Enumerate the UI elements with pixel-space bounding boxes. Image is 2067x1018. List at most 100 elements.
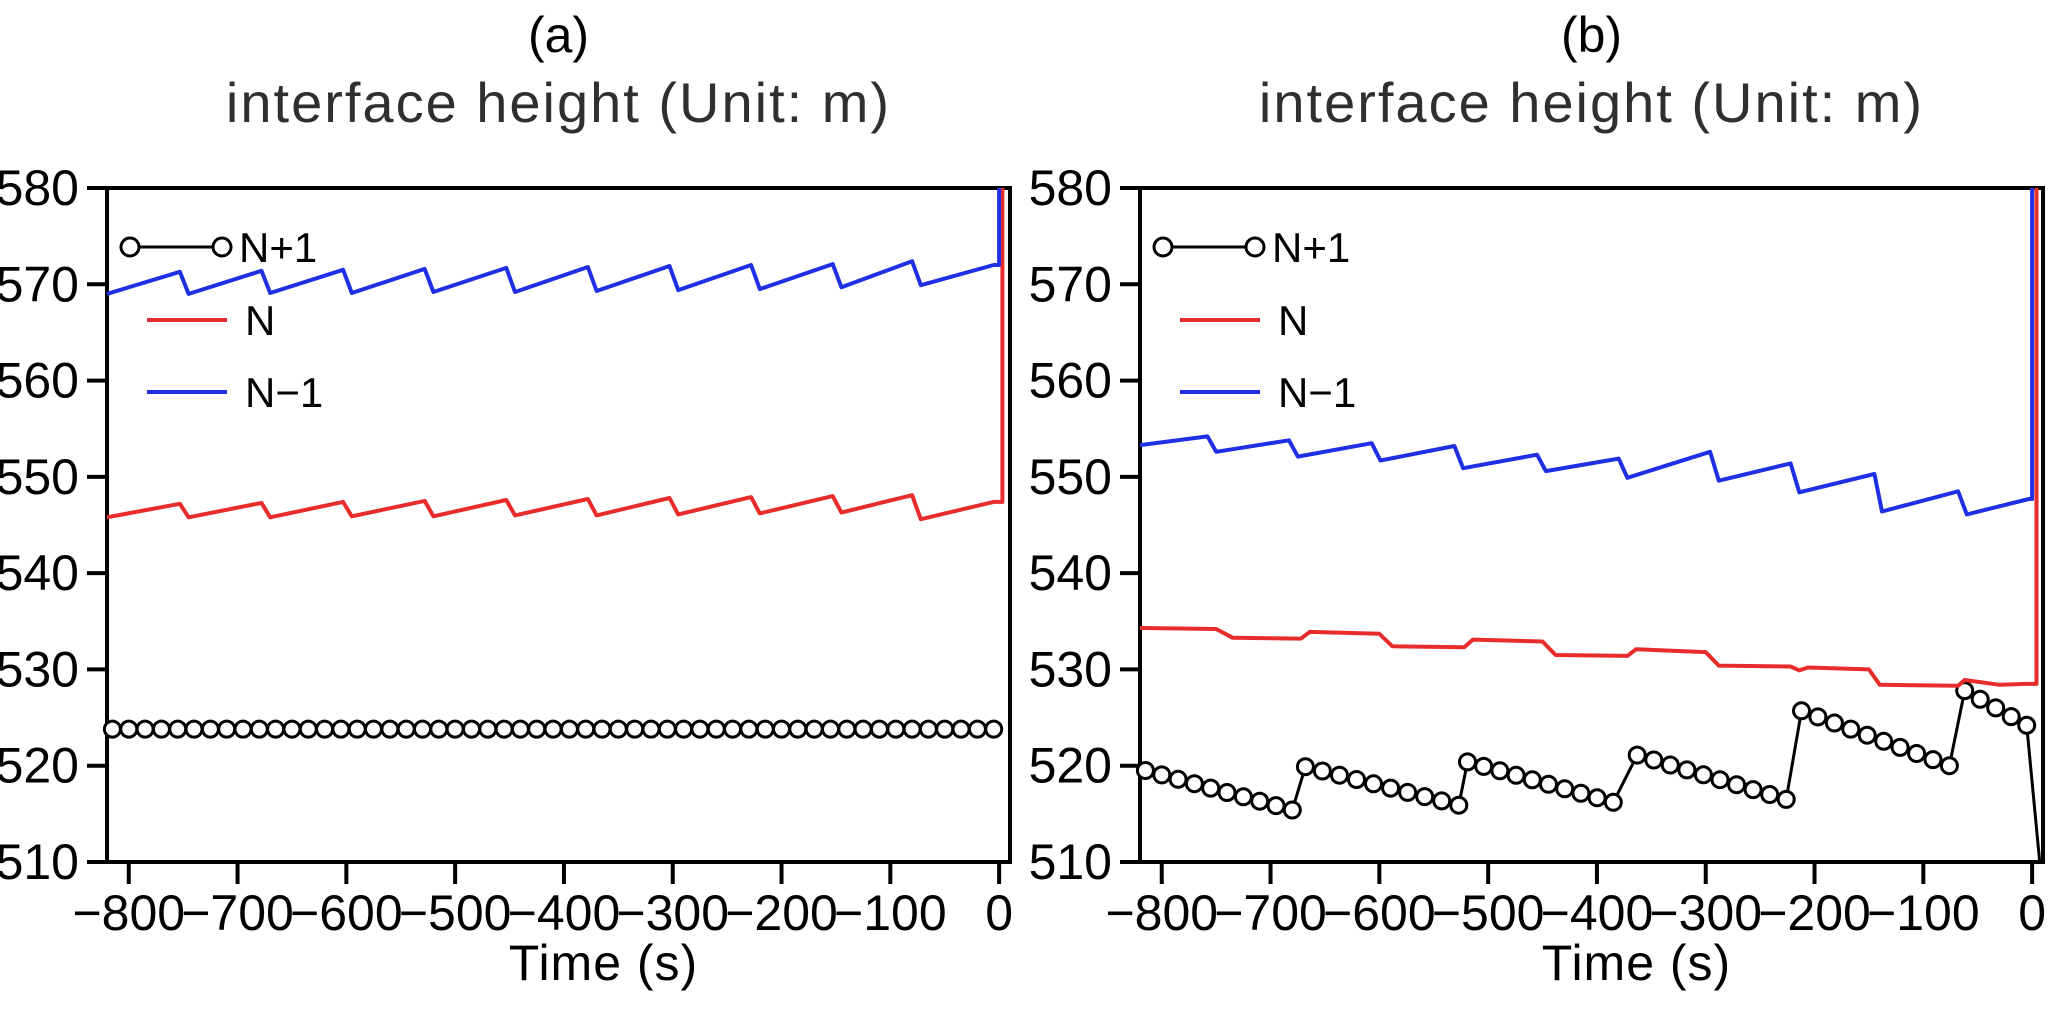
y-tick-label: 570 bbox=[1029, 256, 1112, 312]
series-n-plus-1-marker bbox=[429, 719, 449, 739]
series-n-plus-1-marker bbox=[1184, 774, 1204, 794]
series-n-plus-1-marker bbox=[1841, 719, 1861, 739]
legend-item-n: N bbox=[147, 297, 275, 344]
legend-label: N bbox=[1278, 297, 1308, 344]
x-tick-label: −100 bbox=[1867, 885, 1980, 941]
plot-frame bbox=[105, 186, 1012, 864]
x-tick-label: −200 bbox=[1758, 885, 1871, 941]
panel-a: (a) interface height (Unit: m) 510 520 530 54… bbox=[0, 7, 1013, 991]
series-n-plus-1-marker bbox=[837, 719, 857, 739]
legend-sample-marker bbox=[1244, 236, 1266, 258]
y-tick-label: 580 bbox=[1029, 160, 1112, 216]
series-n-plus-1-marker bbox=[625, 719, 645, 739]
y-tick-label: 570 bbox=[0, 256, 79, 312]
x-tick-label: −500 bbox=[399, 885, 512, 941]
series-n-plus-1-marker bbox=[1986, 698, 2006, 718]
series-n-plus-1-marker bbox=[1857, 725, 1877, 745]
series-n-plus-1-marker bbox=[1555, 779, 1575, 799]
series-n-line bbox=[106, 188, 1005, 522]
series-n-plus-1-marker bbox=[1266, 796, 1286, 816]
series-n-plus-1-marker bbox=[151, 719, 171, 739]
legend-item-n-plus-1: N+1 bbox=[1152, 224, 1350, 271]
y-tick-label: 510 bbox=[1029, 834, 1112, 890]
panel-label: (b) bbox=[1561, 7, 1622, 63]
series-n-plus-1-marker bbox=[1398, 782, 1418, 802]
series-n-plus-1-marker bbox=[1432, 791, 1452, 811]
series-n-plus-1-marker bbox=[1710, 770, 1730, 790]
series-n-plus-1-marker bbox=[1571, 783, 1591, 803]
series-n-plus-1-marker bbox=[641, 719, 661, 739]
series-n-plus-1-marker bbox=[2001, 707, 2021, 727]
series-n-plus-1-marker bbox=[233, 719, 253, 739]
series-n-plus-1-marker bbox=[1743, 780, 1763, 800]
series-n-plus-1-marker bbox=[1760, 785, 1780, 804]
series-n-plus-1-marker bbox=[690, 719, 710, 739]
series-n-plus-1-marker bbox=[1295, 757, 1315, 777]
x-tick-label: −800 bbox=[72, 885, 185, 941]
legend-label: N+1 bbox=[1272, 224, 1350, 271]
series-n-plus-1-marker bbox=[1490, 761, 1510, 781]
series-n-plus-1-marker bbox=[853, 719, 873, 739]
y-tick-label: 530 bbox=[0, 641, 79, 697]
legend-label: N bbox=[245, 297, 275, 344]
series-n-plus-1-marker bbox=[1603, 792, 1623, 812]
x-tick-label: −300 bbox=[616, 885, 729, 941]
series-n-plus-1-marker bbox=[1135, 761, 1155, 780]
y-tick-label: 550 bbox=[1029, 449, 1112, 505]
x-tick-label: 0 bbox=[2018, 885, 2046, 941]
series-n-plus-1-marker bbox=[1808, 707, 1828, 727]
legend-item-n: N bbox=[1180, 297, 1308, 344]
series-n-plus-1-marker bbox=[657, 719, 677, 739]
x-tick-label: −400 bbox=[1541, 885, 1654, 941]
chart-title: interface height (Unit: m) bbox=[226, 71, 891, 134]
series-n-plus-1-marker bbox=[1152, 765, 1172, 785]
series-n-plus-1-marker bbox=[1890, 737, 1910, 757]
series-n-plus-1-marker bbox=[217, 719, 237, 739]
series-n-plus-1-marker bbox=[347, 719, 367, 739]
series-n-plus-1-line bbox=[1145, 689, 2042, 863]
series-n-1-line bbox=[106, 188, 1002, 296]
series-n-plus-1-marker bbox=[1312, 761, 1332, 781]
x-tick-label: −700 bbox=[1214, 885, 1327, 941]
series-n-plus-1-marker bbox=[902, 719, 922, 739]
series-n-plus-1-marker bbox=[755, 719, 775, 739]
series-n-plus-1-marker bbox=[1506, 765, 1526, 785]
legend-label: N−1 bbox=[1278, 369, 1356, 416]
legend: N+1 N N−1 bbox=[1152, 224, 1356, 416]
series-n-plus-1-marker bbox=[527, 719, 547, 739]
x-axis-title: Time (s) bbox=[1542, 935, 1731, 991]
series-n-plus-1-marker bbox=[739, 719, 759, 739]
series-n-plus-1-marker bbox=[1627, 745, 1647, 765]
y-tick-label: 520 bbox=[1029, 738, 1112, 794]
series-n-plus-1-marker bbox=[298, 719, 318, 739]
x-tick-label: −300 bbox=[1649, 885, 1762, 941]
x-tick-label: −600 bbox=[1323, 885, 1436, 941]
series-n-plus-1-marker bbox=[1693, 765, 1713, 785]
y-tick-label: 540 bbox=[1029, 545, 1112, 601]
series-n-plus-1-marker bbox=[674, 719, 694, 739]
series-n-plus-1-marker bbox=[413, 719, 432, 739]
series-n-plus-1-marker bbox=[935, 719, 955, 739]
series-n-plus-1-marker bbox=[1874, 731, 1894, 751]
x-tick-label: 0 bbox=[985, 885, 1013, 941]
series-n-plus-1-marker bbox=[576, 719, 596, 739]
series-n-plus-1-marker bbox=[364, 719, 383, 739]
series-n-plus-1-marker bbox=[1347, 770, 1366, 789]
x-axis-title: Time (s) bbox=[509, 935, 698, 991]
series-n-plus-1-marker bbox=[1970, 689, 1990, 709]
series-n-plus-1-marker bbox=[1776, 789, 1796, 809]
y-tick-label: 550 bbox=[0, 449, 79, 505]
series-n-plus-1-marker bbox=[282, 719, 302, 739]
x-tick-label: −600 bbox=[290, 885, 403, 941]
series-n-plus-1-marker bbox=[1792, 701, 1811, 721]
series-n-plus-1-marker bbox=[168, 719, 188, 739]
series-n-plus-1-marker bbox=[723, 719, 743, 739]
series-n-plus-1-marker bbox=[967, 719, 987, 739]
series-n-plus-1-marker bbox=[1449, 795, 1469, 815]
legend-item-n-1: N−1 bbox=[147, 369, 323, 416]
series-n-plus-1-marker bbox=[1282, 800, 1302, 820]
series-n-plus-1-marker bbox=[102, 719, 122, 739]
series-n-plus-1-marker bbox=[1824, 713, 1844, 733]
